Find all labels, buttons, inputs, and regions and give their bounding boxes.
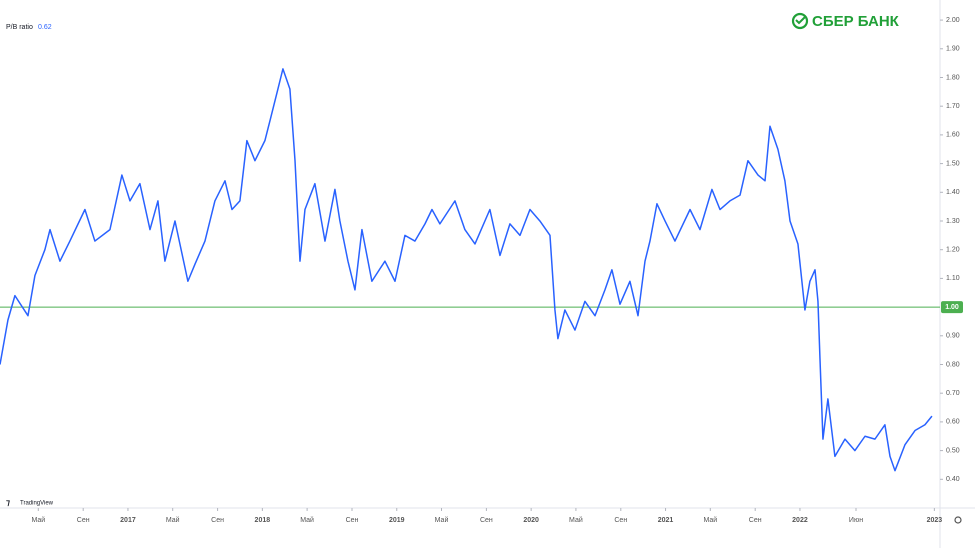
logo-check (795, 16, 806, 25)
x-tick-label: Сен (480, 517, 493, 524)
y-tick-label: 1.50 (946, 160, 960, 167)
y-tick-label: 0.70 (946, 390, 960, 397)
x-tick-label: Сен (749, 517, 762, 524)
x-tick-label: Май (435, 516, 449, 524)
x-tick-label: Май (166, 516, 180, 524)
x-tick-label: Сен (346, 517, 359, 524)
y-tick-label: 1.10 (946, 275, 960, 282)
logo-icon (791, 12, 809, 30)
x-tick-label: Сен (614, 517, 627, 524)
y-tick-label: 1.90 (946, 46, 960, 53)
x-tick-label: 2023 (927, 517, 943, 524)
legend-value: 0.62 (38, 24, 52, 31)
y-tick-label: 1.60 (946, 132, 960, 139)
x-tick-label: 2019 (389, 517, 405, 524)
line (0, 68, 933, 472)
legend-name: P/B ratio (6, 24, 33, 31)
y-tick-label: 0.60 (946, 419, 960, 426)
y-tick-label: 0.40 (946, 476, 960, 483)
x-tick-label: 2021 (658, 517, 674, 524)
y-tick-label: 1.80 (946, 74, 960, 81)
watermark-icon: ⁊ (6, 498, 10, 507)
x-tick-label: Сен (211, 517, 224, 524)
x-tick-label: 2018 (255, 517, 271, 524)
y-tick-label: 0.50 (946, 447, 960, 454)
x-tick-label: Июн (849, 517, 863, 524)
x-tick-label: Сен (77, 517, 90, 524)
y-tick-label: 0.80 (946, 361, 960, 368)
watermark: ⁊ TradingView (6, 498, 54, 507)
logo: СБЕР БАНК (791, 12, 900, 30)
x-tick-label: 2022 (792, 517, 808, 524)
x-tick-label: Май (300, 516, 314, 524)
x-tick-label: Май (31, 516, 45, 524)
y-tick-label: 1.20 (946, 247, 960, 254)
watermark-text: TradingView (20, 501, 54, 507)
settings-icon[interactable] (954, 516, 962, 524)
y-tick-label: 1.40 (946, 189, 960, 196)
y-tick-label: 1.30 (946, 218, 960, 225)
x-tick-label: Май (703, 516, 717, 524)
logo-text: СБЕР БАНК (812, 13, 900, 30)
x-tick-label: Май (569, 516, 583, 524)
y-tick-label: 2.00 (946, 17, 960, 24)
reference-label-box (941, 301, 963, 314)
y-tick-label: 1.70 (946, 103, 960, 110)
y-tick-label: 0.90 (946, 333, 960, 340)
x-tick-label: 2020 (523, 517, 539, 524)
x-tick-label: 2017 (120, 517, 136, 524)
reference-label: 1.00 (945, 304, 959, 311)
